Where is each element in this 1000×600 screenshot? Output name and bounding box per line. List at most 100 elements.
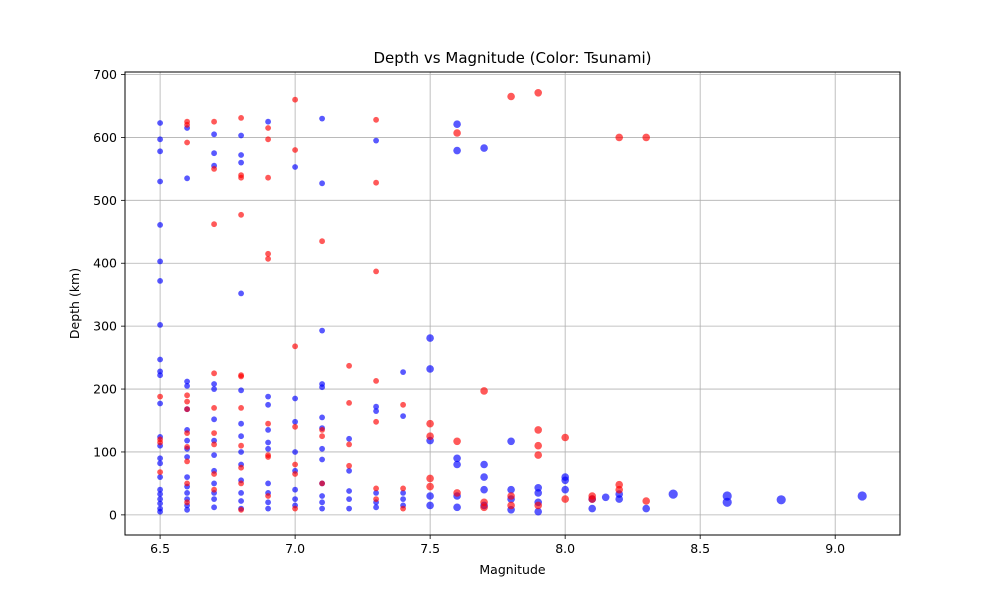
point-no-tsunami	[265, 439, 271, 446]
point-no-tsunami	[238, 498, 245, 504]
point-no-tsunami	[157, 455, 164, 462]
point-no-tsunami	[346, 467, 352, 474]
point-tsunami	[642, 497, 650, 505]
y-tick-label: 0	[109, 507, 117, 522]
point-no-tsunami	[157, 278, 164, 284]
point-no-tsunami	[157, 222, 164, 228]
point-tsunami	[346, 362, 352, 369]
point-no-tsunami	[184, 474, 191, 480]
point-no-tsunami	[238, 449, 245, 455]
point-no-tsunami	[238, 132, 245, 139]
point-no-tsunami	[157, 372, 164, 379]
point-no-tsunami	[184, 378, 191, 385]
point-no-tsunami	[157, 500, 164, 507]
point-tsunami	[400, 485, 406, 492]
point-no-tsunami	[346, 435, 352, 442]
point-tsunami	[534, 441, 542, 450]
point-tsunami	[319, 427, 325, 433]
x-tick-label: 9.0	[825, 541, 845, 556]
point-no-tsunami	[265, 118, 271, 125]
point-tsunami	[184, 444, 191, 450]
point-no-tsunami	[588, 504, 596, 513]
point-tsunami	[292, 505, 298, 512]
point-tsunami	[211, 118, 218, 125]
point-tsunami	[184, 398, 191, 405]
point-no-tsunami	[157, 120, 164, 126]
point-no-tsunami	[400, 369, 406, 375]
point-no-tsunami	[265, 401, 271, 408]
point-no-tsunami	[157, 178, 164, 185]
x-tick-label: 8.0	[555, 541, 575, 556]
data-points	[157, 89, 867, 516]
point-tsunami	[211, 486, 218, 493]
point-tsunami	[346, 400, 352, 406]
point-tsunami	[238, 442, 245, 449]
point-tsunami	[265, 125, 271, 131]
point-tsunami	[157, 469, 164, 475]
point-no-tsunami	[265, 480, 271, 487]
point-tsunami	[184, 458, 191, 465]
axis-ticks: 6.5 7.0 7.5 8.0 8.5 9.0 0 100 200 300 400 500 600 700	[93, 67, 845, 556]
point-no-tsunami	[184, 437, 191, 444]
point-no-tsunami	[480, 473, 488, 481]
point-no-tsunami	[373, 403, 379, 410]
point-no-tsunami	[157, 491, 164, 497]
point-no-tsunami	[265, 445, 271, 452]
point-no-tsunami	[265, 393, 271, 400]
point-tsunami	[642, 133, 650, 142]
point-no-tsunami	[561, 485, 569, 494]
point-no-tsunami	[211, 480, 218, 487]
point-tsunami	[561, 495, 569, 503]
point-no-tsunami	[319, 505, 325, 512]
point-no-tsunami	[426, 501, 434, 510]
point-tsunami	[238, 464, 245, 471]
point-tsunami	[534, 426, 542, 434]
point-tsunami	[211, 166, 218, 172]
point-no-tsunami	[157, 148, 164, 155]
point-no-tsunami	[265, 427, 271, 433]
point-no-tsunami	[319, 493, 325, 499]
point-no-tsunami	[319, 445, 325, 452]
point-tsunami	[184, 139, 191, 146]
point-no-tsunami	[292, 164, 298, 170]
point-tsunami	[211, 405, 218, 411]
point-no-tsunami	[480, 485, 488, 494]
point-no-tsunami	[668, 489, 678, 499]
point-no-tsunami	[346, 496, 352, 502]
point-tsunami	[400, 505, 406, 512]
point-no-tsunami	[238, 490, 245, 496]
point-tsunami	[238, 405, 245, 411]
point-no-tsunami	[561, 476, 569, 485]
point-no-tsunami	[157, 258, 164, 265]
point-tsunami	[238, 506, 245, 513]
point-tsunami	[507, 501, 515, 510]
point-no-tsunami	[426, 334, 434, 342]
point-tsunami	[238, 373, 245, 380]
point-no-tsunami	[453, 503, 461, 512]
grid	[125, 72, 900, 535]
y-tick-label: 300	[93, 319, 117, 334]
point-no-tsunami	[211, 496, 218, 502]
point-tsunami	[238, 115, 245, 121]
point-no-tsunami	[722, 491, 732, 501]
point-no-tsunami	[373, 408, 379, 414]
chart-title: Depth vs Magnitude (Color: Tsunami)	[373, 49, 651, 67]
point-no-tsunami	[534, 507, 542, 516]
point-tsunami	[346, 462, 352, 469]
point-no-tsunami	[319, 456, 325, 463]
point-tsunami	[319, 238, 325, 245]
point-tsunami	[426, 474, 434, 483]
y-tick-label: 600	[93, 130, 117, 145]
point-no-tsunami	[400, 490, 406, 496]
point-tsunami	[480, 387, 488, 395]
point-no-tsunami	[857, 491, 867, 501]
point-no-tsunami	[373, 490, 379, 496]
point-no-tsunami	[211, 381, 218, 387]
point-no-tsunami	[373, 504, 379, 511]
y-tick-label: 200	[93, 382, 117, 397]
point-tsunami	[184, 430, 191, 436]
point-tsunami	[211, 221, 218, 228]
point-no-tsunami	[292, 486, 298, 493]
x-tick-label: 6.5	[150, 541, 170, 556]
